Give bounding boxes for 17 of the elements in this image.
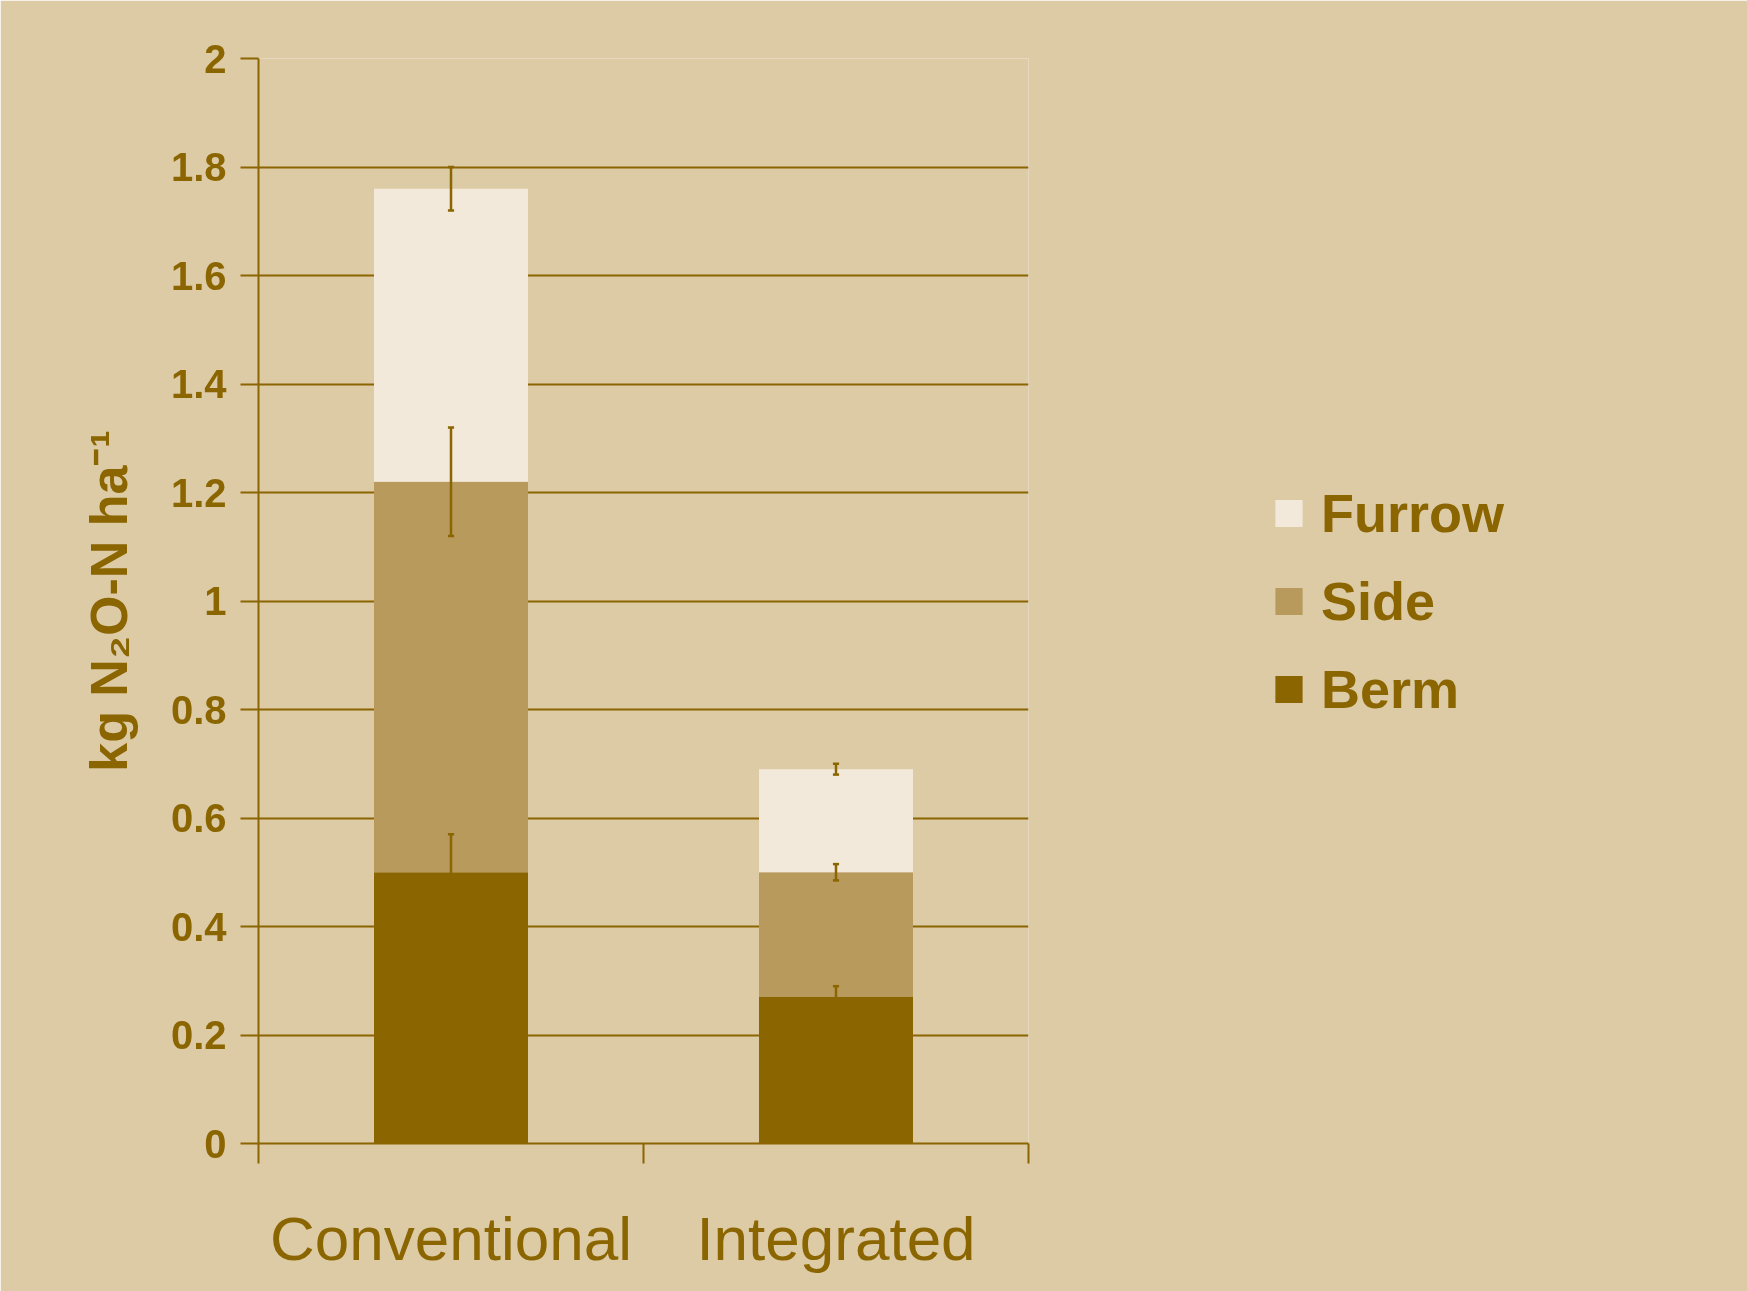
y-axis-title: kg N₂O-N ha⁻¹: [79, 430, 138, 772]
y-tick-label: 1.6: [170, 253, 227, 298]
y-tick-label: 0.2: [170, 1013, 227, 1057]
y-tick-label: 1.4: [170, 362, 228, 406]
legend-label: Side: [1321, 569, 1436, 632]
y-tick-label: 0.4: [170, 904, 228, 949]
y-tick-label: 2: [204, 36, 227, 81]
x-tick-label: Conventional: [270, 1203, 632, 1273]
y-tick-label: 1.2: [170, 470, 227, 515]
y-tick-label: 1: [204, 579, 227, 623]
legend-label: Berm: [1321, 657, 1460, 720]
x-tick-label: Integrated: [696, 1203, 976, 1273]
y-tick-label: 1.8: [170, 145, 227, 189]
y-tick-label: 0.6: [170, 796, 227, 840]
y-tick-label: 0: [204, 1121, 227, 1166]
legend-label: Furrow: [1321, 481, 1504, 544]
y-tick-label: 0.8: [170, 687, 227, 732]
